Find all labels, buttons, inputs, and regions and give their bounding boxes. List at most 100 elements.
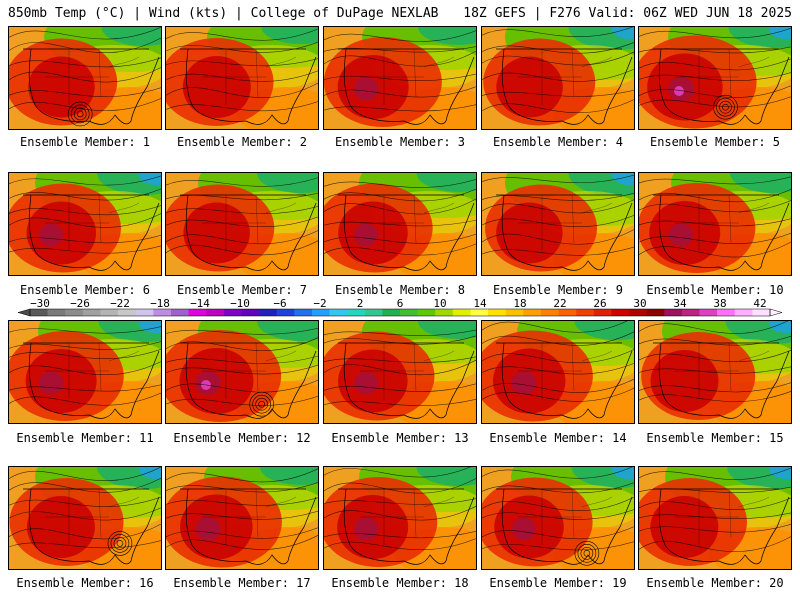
ensemble-member-map-4 <box>481 26 635 130</box>
temperature-field-map <box>639 27 791 129</box>
temperature-field-map <box>482 467 634 569</box>
colorbar-swatch <box>241 309 260 316</box>
ensemble-member-label: Ensemble Member: 20 <box>646 576 784 590</box>
colorbar-tick-label: 6 <box>397 298 404 310</box>
temperature-field-map <box>9 173 161 275</box>
colorbar-swatch <box>188 309 207 316</box>
ensemble-member-label: Ensemble Member: 1 <box>19 135 151 149</box>
ensemble-member-label: Ensemble Member: 13 <box>331 431 469 445</box>
ensemble-member-label: Ensemble Member: 11 <box>16 431 154 445</box>
temperature-field-map <box>482 27 634 129</box>
colorbar-swatch <box>276 309 295 316</box>
colorbar-swatch <box>646 309 665 316</box>
colorbar-tick-label: −26 <box>70 298 90 310</box>
colorbar-swatch <box>170 309 189 316</box>
colorbar-swatch <box>558 309 577 316</box>
colorbar-tick-label: 26 <box>593 298 606 310</box>
ensemble-member-label: Ensemble Member: 14 <box>489 431 627 445</box>
temperature-field-map <box>9 27 161 129</box>
temperature-field-map <box>9 321 161 423</box>
ensemble-member-label: Ensemble Member: 4 <box>492 135 624 149</box>
ensemble-member-label: Ensemble Member: 3 <box>334 135 466 149</box>
ensemble-member-map-11 <box>8 320 162 424</box>
colorbar-swatch <box>470 309 489 316</box>
temperature-field-map <box>9 467 161 569</box>
ensemble-member-label: Ensemble Member: 15 <box>646 431 784 445</box>
ensemble-member-label: Ensemble Member: 10 <box>646 283 784 297</box>
map-title: 850mb Temp (°C) | Wind (kts) | College o… <box>8 6 439 21</box>
colorbar-tick-label: 42 <box>753 298 766 310</box>
ensemble-member-map-7 <box>165 172 319 276</box>
colorbar-swatch <box>153 309 172 316</box>
ensemble-member-map-15 <box>638 320 792 424</box>
temperature-field-map <box>482 321 634 423</box>
colorbar-swatch <box>629 309 647 316</box>
colorbar-tick-label: −6 <box>273 298 286 310</box>
colorbar-tick-label: 10 <box>433 298 446 310</box>
colorbar-swatch <box>47 309 66 316</box>
colorbar-swatch <box>311 309 330 316</box>
colorbar-swatch <box>30 309 48 316</box>
ensemble-member-map-1 <box>8 26 162 130</box>
temperature-field-map <box>482 173 634 275</box>
temperature-field-map <box>639 321 791 423</box>
colorbar-swatch <box>435 309 454 316</box>
colorbar-swatch <box>382 309 401 316</box>
colorbar-swatch <box>611 309 630 316</box>
colorbar-swatch <box>734 309 753 316</box>
ensemble-member-map-3 <box>323 26 477 130</box>
ensemble-member-map-12 <box>165 320 319 424</box>
colorbar-swatch <box>329 309 348 316</box>
ensemble-member-map-17 <box>165 466 319 570</box>
colorbar-swatch <box>717 309 736 316</box>
ensemble-member-label: Ensemble Member: 17 <box>173 576 311 590</box>
temperature-field-map <box>166 321 318 423</box>
colorbar-swatch <box>576 309 595 316</box>
colorbar-swatch <box>206 309 225 316</box>
ensemble-member-map-19 <box>481 466 635 570</box>
colorbar-tick-label: 18 <box>513 298 526 310</box>
ensemble-member-map-8 <box>323 172 477 276</box>
colorbar-tick-label: −30 <box>30 298 50 310</box>
temperature-field-map <box>166 467 318 569</box>
temperature-field-map <box>166 27 318 129</box>
colorbar-swatch <box>681 309 700 316</box>
ensemble-member-label: Ensemble Member: 19 <box>489 576 627 590</box>
ensemble-member-label: Ensemble Member: 5 <box>649 135 781 149</box>
colorbar-swatch <box>364 309 383 316</box>
ensemble-member-map-16 <box>8 466 162 570</box>
colorbar-tick-label: −10 <box>230 298 250 310</box>
ensemble-member-map-13 <box>323 320 477 424</box>
model-run-info: 18Z GEFS | F276 Valid: 06Z WED JUN 18 20… <box>463 6 792 21</box>
ensemble-member-label: Ensemble Member: 6 <box>19 283 151 297</box>
temperature-field-map <box>639 173 791 275</box>
temperature-field-map <box>324 173 476 275</box>
temperature-field-map <box>324 321 476 423</box>
colorbar-tick-label: −14 <box>190 298 210 310</box>
ensemble-member-map-5 <box>638 26 792 130</box>
ensemble-member-label: Ensemble Member: 7 <box>176 283 308 297</box>
colorbar-tick-label: 14 <box>473 298 487 310</box>
ensemble-member-map-10 <box>638 172 792 276</box>
colorbar-tick-label: −22 <box>110 298 130 310</box>
colorbar-swatch <box>82 309 101 316</box>
temperature-colorbar: −30 −26 −22 −18 −14 −10 −6 −2 2 6 10 14 18 22 26 30 34 38… <box>17 298 783 317</box>
ensemble-member-label: Ensemble Member: 8 <box>334 283 466 297</box>
temperature-field-map <box>639 467 791 569</box>
colorbar-swatch <box>593 309 612 316</box>
ensemble-member-map-9 <box>481 172 635 276</box>
colorbar-swatch <box>259 309 277 316</box>
colorbar-swatch <box>135 309 154 316</box>
colorbar-swatch <box>664 309 683 316</box>
colorbar-swatch <box>223 309 242 316</box>
ensemble-member-label: Ensemble Member: 16 <box>16 576 154 590</box>
colorbar-swatch <box>294 309 313 316</box>
colorbar-swatch <box>100 309 119 316</box>
colorbar-tick-label: −2 <box>313 298 326 310</box>
ensemble-member-map-18 <box>323 466 477 570</box>
colorbar-high-arrow <box>769 308 783 317</box>
colorbar-swatch <box>417 309 436 316</box>
ensemble-member-label: Ensemble Member: 18 <box>331 576 469 590</box>
colorbar-tick-label: 2 <box>357 298 364 310</box>
